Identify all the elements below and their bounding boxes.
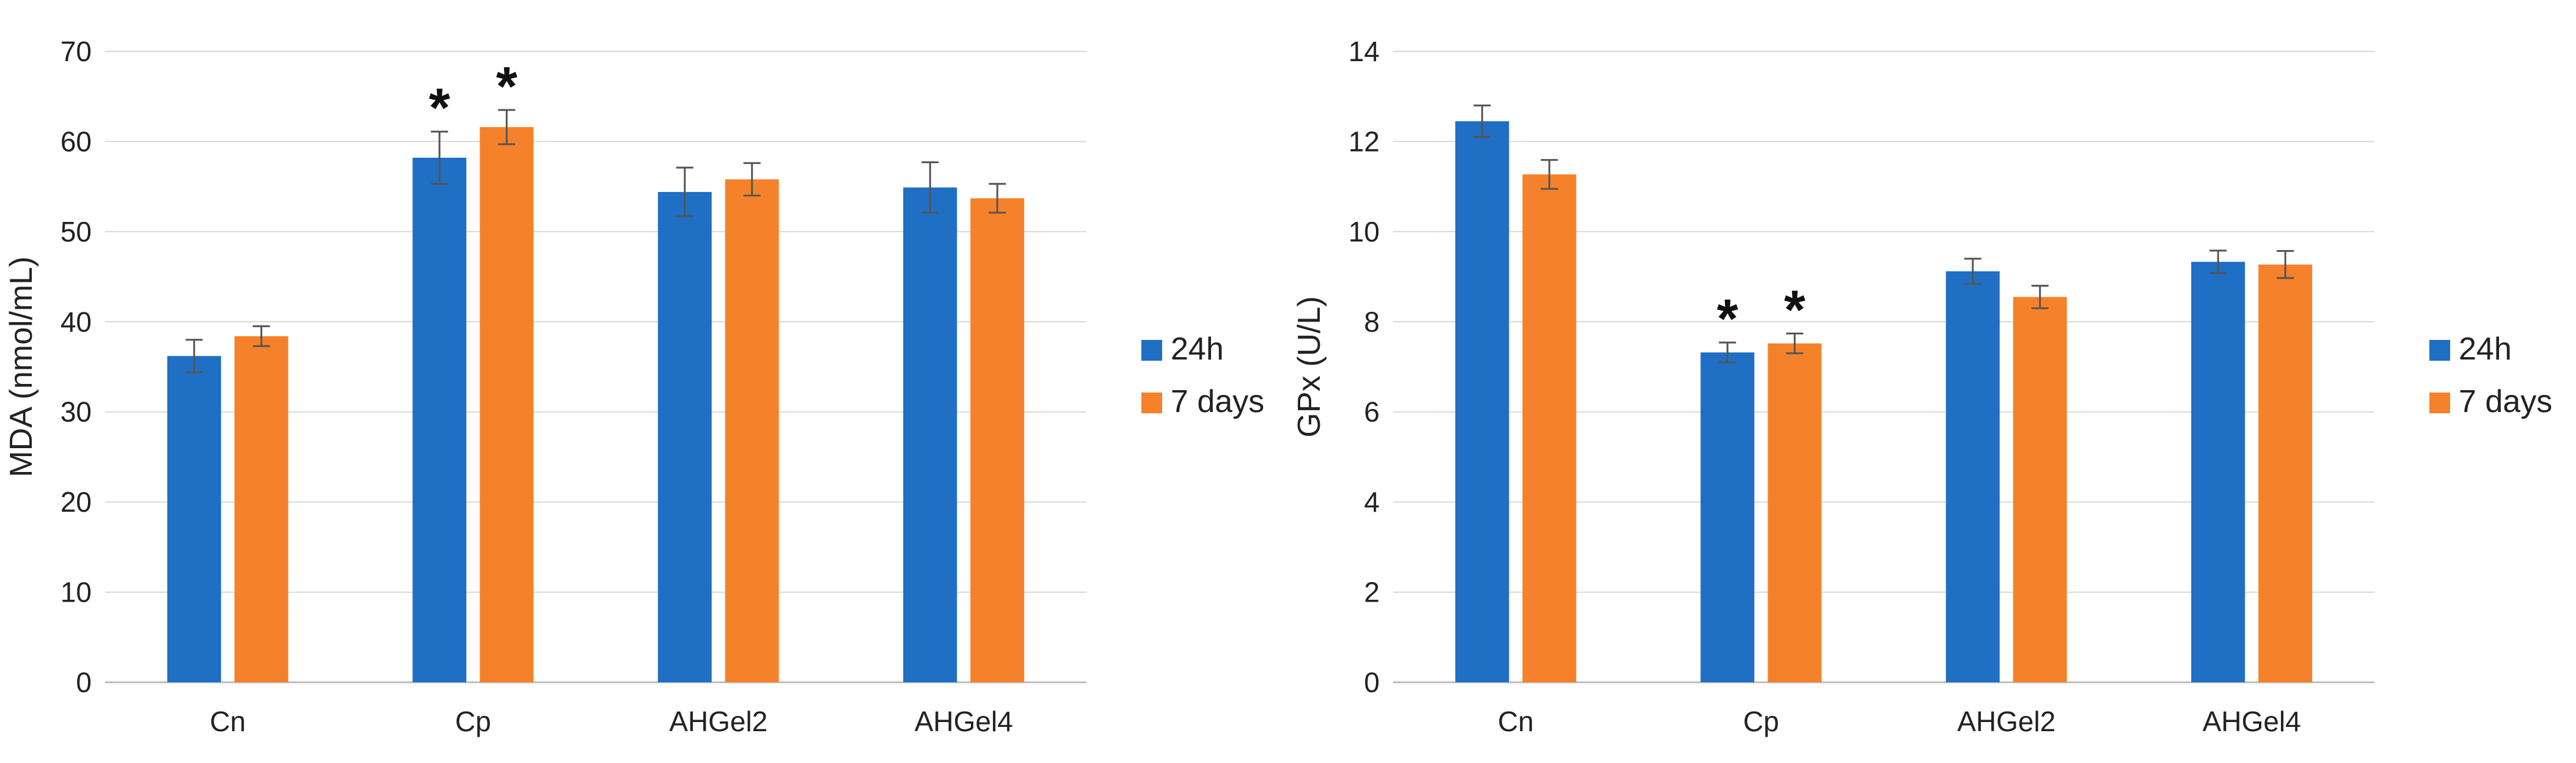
x-tick-label: Cn: [1498, 706, 1534, 737]
y-tick-label: 10: [60, 577, 92, 608]
bar-7-days-cp: [1768, 343, 1822, 682]
bar-7-days-ahgel2: [2013, 297, 2067, 682]
bar-7-days-ahgel2: [725, 179, 779, 682]
legend-label-7-days: 7 days: [2459, 384, 2552, 419]
x-tick-label: AHGel4: [2203, 706, 2301, 737]
significance-star: *: [429, 78, 450, 139]
legend-swatch-24h: [1141, 340, 1162, 361]
bar-7-days-ahgel4: [970, 198, 1025, 682]
bar-24h-ahgel2: [657, 191, 712, 682]
legend-label-24h: 24h: [1171, 331, 1224, 367]
mda-chart: 0 10 20 30 40 50 60 70 MDA (nmol/mL) Cn Cp * * AHGel2…: [4, 35, 1264, 737]
y-tick-label: 8: [1364, 306, 1380, 337]
gpx-chart: 0 2 4 6 8 10 12 14 GPx (U/L) Cn Cp * * AHGel2 AHGel4 24…: [1292, 35, 2552, 737]
legend-label-24h: 24h: [2459, 331, 2512, 367]
y-tick-label: 20: [60, 486, 92, 518]
bar-24h-cp: [1700, 352, 1755, 682]
x-tick-label: Cn: [210, 706, 246, 737]
bar-24h-ahgel2: [1945, 271, 2000, 682]
bar-7-days-cn: [1522, 174, 1576, 682]
significance-star: *: [496, 56, 518, 117]
bar-24h-cp: [412, 157, 467, 683]
y-tick-label: 12: [1348, 125, 1380, 157]
bar-7-days-ahgel4: [2258, 264, 2313, 682]
bar-24h-cn: [167, 356, 221, 682]
legend-swatch-24h: [2429, 340, 2450, 361]
y-tick-label: 60: [60, 125, 92, 157]
bar-7-days-cp: [480, 127, 534, 683]
y-tick-label: 2: [1364, 577, 1380, 608]
x-tick-label: AHGel2: [1957, 706, 2055, 737]
y-tick-label: 4: [1364, 486, 1380, 518]
legend-label-7-days: 7 days: [1171, 384, 1264, 419]
y-axis-title: GPx (U/L): [1292, 296, 1327, 437]
legend-swatch-7-days: [1141, 393, 1162, 413]
y-tick-label: 30: [60, 396, 92, 428]
significance-star: *: [1784, 279, 1806, 341]
bar-24h-ahgel4: [903, 187, 957, 682]
x-tick-label: Cp: [455, 706, 491, 737]
y-tick-label: 70: [60, 35, 92, 67]
bar-7-days-cn: [234, 336, 288, 682]
y-axis-title: MDA (nmol/mL): [4, 256, 39, 477]
legend-swatch-7-days: [2429, 393, 2450, 413]
bar-24h-ahgel4: [2191, 262, 2245, 682]
bar-24h-cn: [1455, 121, 1509, 682]
x-tick-label: AHGel4: [915, 706, 1013, 737]
y-tick-label: 40: [60, 306, 92, 337]
y-tick-label: 6: [1364, 396, 1380, 428]
x-tick-label: AHGel2: [669, 706, 767, 737]
significance-star: *: [1717, 289, 1738, 350]
y-tick-label: 0: [1364, 666, 1380, 698]
y-tick-label: 14: [1348, 35, 1380, 67]
y-tick-label: 10: [1348, 216, 1380, 248]
y-tick-label: 50: [60, 216, 92, 248]
y-tick-label: 0: [76, 666, 92, 698]
x-tick-label: Cp: [1743, 706, 1779, 737]
